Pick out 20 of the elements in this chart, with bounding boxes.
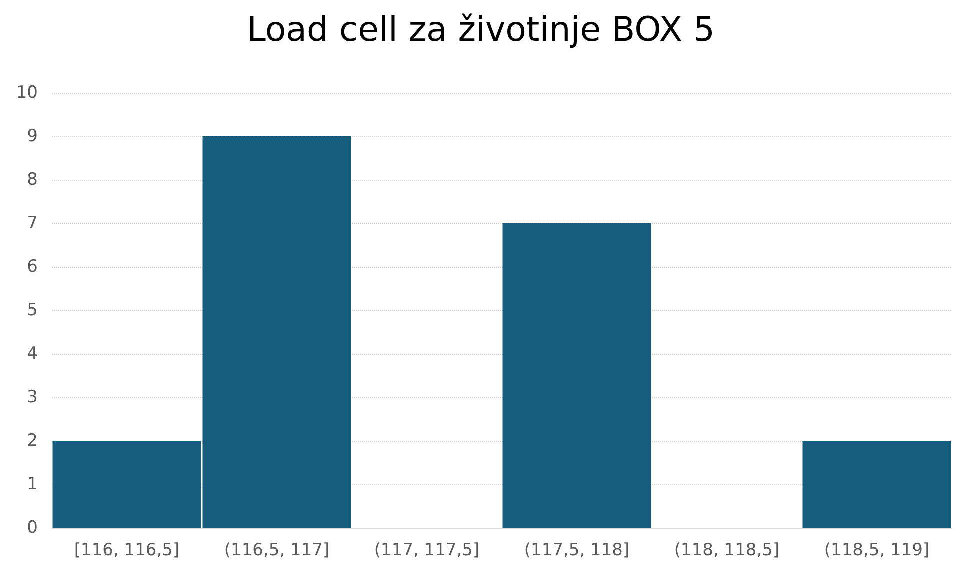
x-tick-label: (118,5, 119]: [824, 540, 930, 560]
y-tick-label: 1: [27, 474, 38, 494]
y-tick-label: 8: [27, 170, 38, 190]
x-tick-label: [116, 116,5]: [74, 540, 180, 560]
y-tick-label: 9: [27, 126, 38, 146]
y-tick-label: 3: [27, 388, 38, 408]
y-tick-label: 10: [16, 83, 38, 103]
y-tick-label: 2: [27, 431, 38, 451]
x-tick-label: (117,5, 118]: [524, 540, 630, 560]
bar: [802, 441, 952, 528]
y-tick-label: 5: [27, 300, 38, 320]
bar: [502, 224, 652, 528]
chart-title: Load cell za životinje BOX 5: [247, 10, 715, 50]
x-tick-label: (118, 118,5]: [674, 540, 780, 560]
y-tick-label: 0: [27, 518, 38, 538]
x-tick-label: (116,5, 117]: [224, 540, 330, 560]
x-tick-label: (117, 117,5]: [374, 540, 480, 560]
y-tick-label: 6: [27, 257, 38, 277]
y-tick-label: 4: [27, 344, 38, 364]
y-tick-label: 7: [27, 214, 38, 234]
